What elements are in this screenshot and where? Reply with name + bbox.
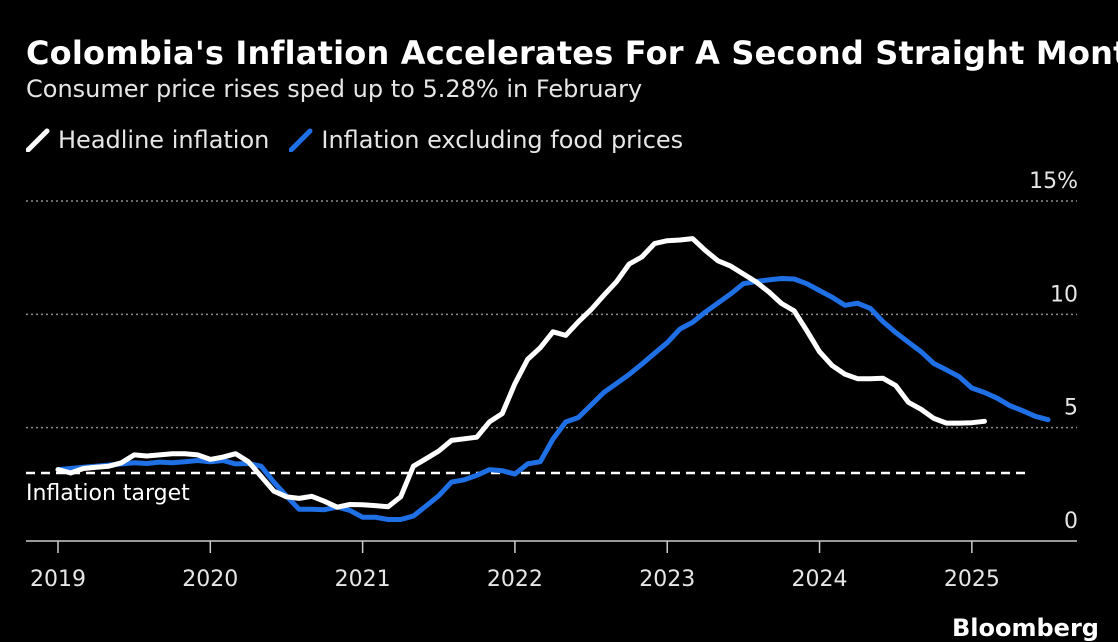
y-tick-label: 10 [1050, 282, 1078, 307]
y-tick-label: 0 [1064, 509, 1078, 534]
inflation-target-label: Inflation target [26, 481, 190, 506]
x-tick-label: 2021 [335, 567, 391, 592]
x-tick-label: 2023 [639, 567, 695, 592]
legend-label-ex-food: Inflation excluding food prices [321, 126, 684, 154]
chart-subtitle: Consumer price rises sped up to 5.28% in… [26, 75, 643, 103]
y-tick-label: 15% [1029, 169, 1078, 194]
x-tick-label: 2019 [30, 567, 86, 592]
x-tick-label: 2025 [944, 567, 1000, 592]
series-line-headline [55, 236, 987, 510]
chart-title: Colombia's Inflation Accelerates For A S… [26, 34, 1118, 72]
brand-logo-text: Bloomberg [952, 614, 1099, 642]
y-tick-label: 5 [1064, 396, 1078, 421]
legend-item-ex-food: Inflation excluding food prices [289, 126, 683, 154]
legend-swatch-headline [26, 128, 50, 152]
legend-label-headline: Headline inflation [58, 126, 270, 154]
x-tick-label: 2020 [182, 567, 238, 592]
legend: Headline inflation Inflation excluding f… [26, 126, 703, 154]
x-tick-label: 2024 [792, 567, 848, 592]
chart-plot: 0 5 10 15% 2019 2020 2021 2022 2023 2024 2025 Infla… [26, 169, 1078, 592]
x-tick-label: 2022 [487, 567, 543, 592]
legend-item-headline: Headline inflation [26, 126, 269, 154]
series-line-ex-food [55, 276, 1051, 522]
legend-swatch-ex-food [289, 128, 313, 152]
